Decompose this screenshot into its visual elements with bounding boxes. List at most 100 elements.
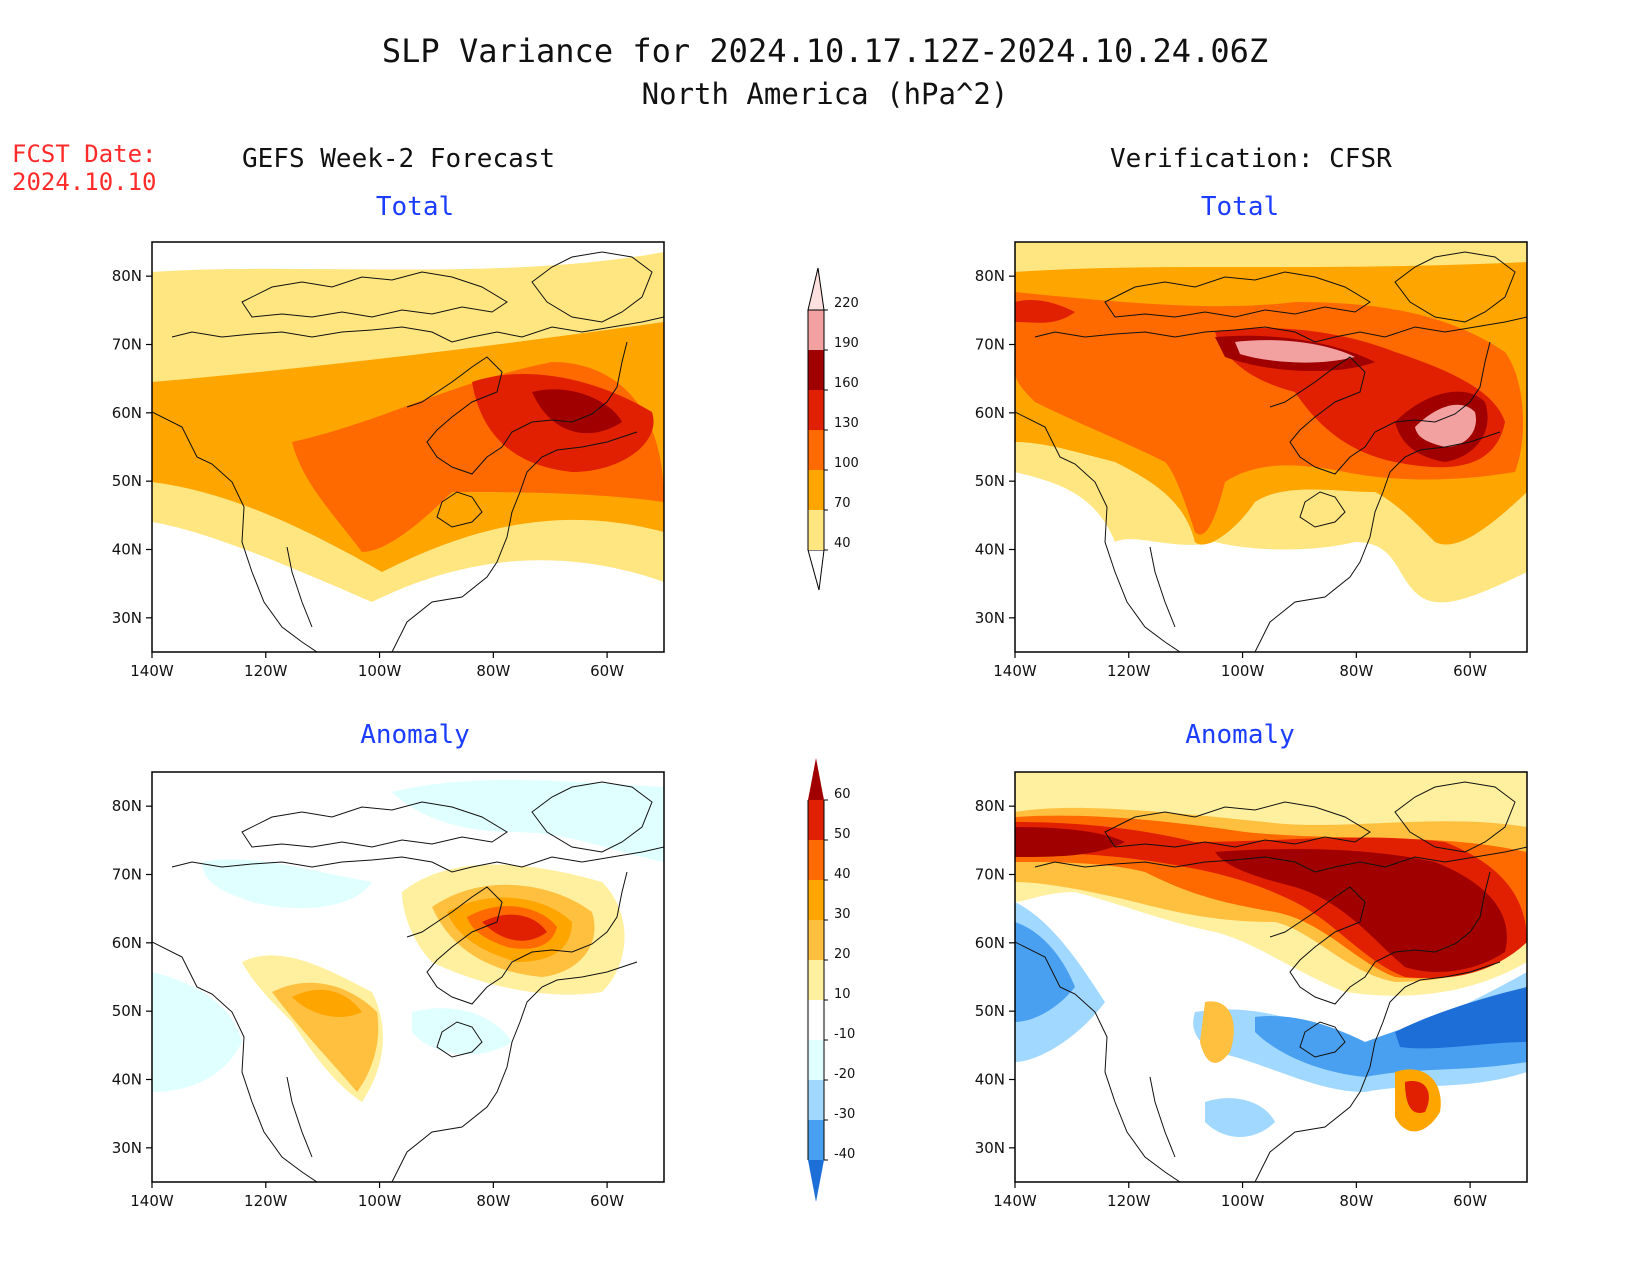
- lon-tick-label: 120W: [244, 1192, 288, 1210]
- lat-tick-label: 80N: [112, 797, 142, 815]
- verification-anomaly-map: [1015, 772, 1527, 1182]
- lat-tick-label: 40N: [112, 541, 142, 559]
- forecast-anomaly-frame: [151, 771, 665, 1183]
- colorbar-segment: [808, 390, 824, 430]
- lat-tick-label: 80N: [112, 267, 142, 285]
- lat-tick-label: 50N: [975, 1002, 1005, 1020]
- colorbar-label: 100: [834, 456, 859, 471]
- colorbar-segment: [808, 920, 824, 960]
- lat-tick-label: 80N: [975, 797, 1005, 815]
- colorbar-segment: [808, 310, 824, 350]
- colorbar-label: 40: [834, 867, 851, 882]
- colorbar-label: 10: [834, 987, 851, 1002]
- colorbar-top-tip: [807, 267, 825, 311]
- colorbar-label: -40: [834, 1147, 855, 1162]
- colorbar-segment: [808, 1040, 824, 1080]
- lon-tick-label: 140W: [993, 1192, 1037, 1210]
- colorbar-segment: [808, 350, 824, 390]
- colorbar-segment: [808, 1120, 824, 1160]
- total-colorbar: 40 70 100 130 160 190 220: [807, 267, 859, 591]
- colorbar-segment: [808, 840, 824, 880]
- lat-tick-label: 50N: [112, 472, 142, 490]
- lat-tick-label: 70N: [112, 866, 142, 884]
- fcst-date-value: 2024.10.10: [12, 168, 157, 196]
- colorbar-label: 50: [834, 827, 851, 842]
- lon-tick-label: 120W: [1107, 1192, 1151, 1210]
- map-subtitle: North America (hPa^2): [641, 77, 1009, 111]
- lon-tick-label: 80W: [476, 662, 510, 680]
- lat-tick-label: 70N: [112, 336, 142, 354]
- forecast-total-frame: [151, 241, 665, 653]
- colorbar-segment: [808, 1000, 824, 1040]
- panel-title-forecast-anomaly: Anomaly: [360, 720, 470, 750]
- lat-tick-label: 30N: [112, 609, 142, 627]
- lat-tick-label: 70N: [975, 866, 1005, 884]
- verification-anomaly-frame: [1014, 771, 1528, 1183]
- lat-tick-label: 40N: [975, 541, 1005, 559]
- lon-tick-label: 120W: [1107, 662, 1151, 680]
- panel-title-verification-anomaly: Anomaly: [1185, 720, 1295, 750]
- lat-tick-label: 60N: [112, 934, 142, 952]
- colorbar-label: 70: [834, 496, 851, 511]
- colorbar-label: -30: [834, 1107, 855, 1122]
- lon-tick-label: 100W: [1221, 662, 1265, 680]
- colorbar-label: -20: [834, 1067, 855, 1082]
- colorbar-segment: [808, 880, 824, 920]
- panel-title-verification-total: Total: [1200, 192, 1280, 222]
- colorbar-label: 40: [834, 536, 851, 551]
- lon-tick-label: 140W: [993, 662, 1037, 680]
- lat-tick-label: 60N: [975, 404, 1005, 422]
- lon-tick-label: 100W: [1221, 1192, 1265, 1210]
- colorbar-top-tip: [808, 758, 824, 800]
- lat-tick-label: 80N: [975, 267, 1005, 285]
- colorbar-segment: [808, 960, 824, 1000]
- fcst-date-label: FCST Date:: [12, 140, 157, 168]
- lon-tick-label: 60W: [590, 662, 624, 680]
- lat-tick-label: 70N: [975, 336, 1005, 354]
- colorbar-segment: [808, 470, 824, 510]
- forecast-total-map: [152, 242, 664, 652]
- lon-tick-label: 140W: [130, 1192, 174, 1210]
- forecast-column-title: GEFS Week-2 Forecast: [242, 144, 556, 174]
- colorbar-label: 190: [834, 336, 859, 351]
- colorbar-segment: [808, 430, 824, 470]
- anomaly-colorbar: 60 50 40 30 20 10 -10 -20 -30 -40: [807, 758, 855, 1202]
- lat-tick-label: 60N: [975, 934, 1005, 952]
- lat-tick-label: 30N: [975, 1139, 1005, 1157]
- lon-tick-label: 100W: [358, 1192, 402, 1210]
- lat-tick-label: 40N: [112, 1071, 142, 1089]
- lat-tick-label: 50N: [112, 1002, 142, 1020]
- lon-tick-label: 100W: [358, 662, 402, 680]
- verification-total-frame: [1014, 241, 1528, 653]
- lon-tick-label: 80W: [1339, 662, 1373, 680]
- lon-tick-label: 80W: [476, 1192, 510, 1210]
- lon-tick-label: 80W: [1339, 1192, 1373, 1210]
- colorbar-label: 60: [834, 787, 851, 802]
- lat-tick-label: 50N: [975, 472, 1005, 490]
- axes-layer: 80N 70N 60N 50N 40N 30N 140W 120W 100W 80W 60W 80N 7…: [112, 267, 1488, 1210]
- lon-tick-label: 60W: [590, 1192, 624, 1210]
- lon-tick-label: 60W: [1453, 1192, 1487, 1210]
- colorbar-label: 20: [834, 947, 851, 962]
- lat-tick-label: 30N: [975, 609, 1005, 627]
- lat-tick-label: 60N: [112, 404, 142, 422]
- map-title: SLP Variance for 2024.10.17.12Z-2024.10.…: [381, 32, 1269, 70]
- colorbar-label: 220: [834, 296, 859, 311]
- colorbar-segment: [808, 510, 824, 550]
- colorbar-segment: [808, 1080, 824, 1120]
- colorbar-label: 30: [834, 907, 851, 922]
- verification-column-title: Verification: CFSR: [1110, 144, 1392, 174]
- lat-tick-label: 30N: [112, 1139, 142, 1157]
- colorbar-bottom-tip: [807, 549, 825, 591]
- lat-tick-label: 40N: [975, 1071, 1005, 1089]
- colorbar-bottom-tip: [808, 1160, 824, 1202]
- colorbar-segment: [808, 800, 824, 840]
- colorbar-label: 160: [834, 376, 859, 391]
- colorbar-label: -10: [834, 1027, 855, 1042]
- lon-tick-label: 60W: [1453, 662, 1487, 680]
- colorbar-label: 130: [834, 416, 859, 431]
- forecast-anomaly-map: [152, 772, 664, 1182]
- lon-tick-label: 140W: [130, 662, 174, 680]
- lon-tick-label: 120W: [244, 662, 288, 680]
